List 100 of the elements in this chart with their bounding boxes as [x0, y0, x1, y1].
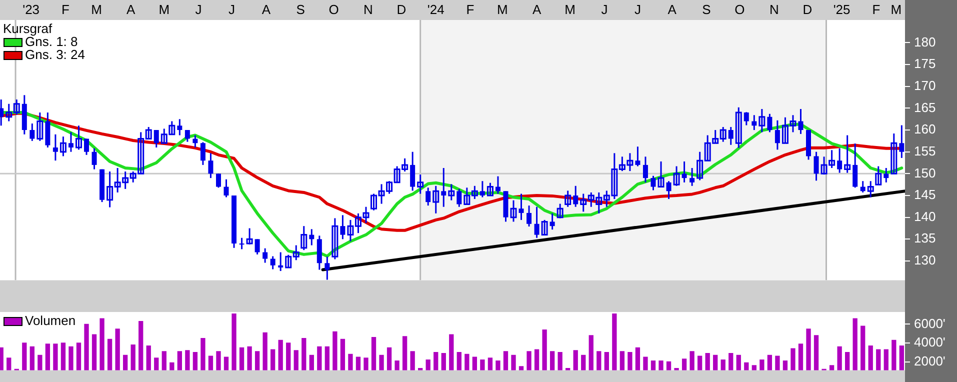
candlestick: [550, 212, 555, 230]
candlestick: [666, 180, 672, 200]
y-tick-label: 145: [914, 187, 936, 202]
candlestick: [332, 217, 338, 260]
candlestick: [728, 126, 734, 146]
x-tick-label: J: [601, 2, 608, 17]
x-tick-label: D: [802, 2, 812, 17]
x-tick-label: N: [364, 2, 373, 17]
y-tick-label: 150: [914, 165, 936, 180]
candlestick: [68, 131, 74, 153]
x-tick-label: M: [91, 2, 102, 17]
candlestick: [324, 256, 330, 280]
candlestick: [432, 185, 440, 214]
x-tick-label: '25: [833, 2, 850, 17]
candlestick: [456, 188, 462, 208]
legend-title: Kursgraf: [3, 21, 53, 36]
candlestick: [224, 178, 229, 198]
candlestick: [262, 248, 268, 264]
x-tick-label: J: [228, 2, 236, 17]
candlestick: [239, 237, 244, 250]
x-tick-label: A: [262, 2, 271, 17]
candlestick: [270, 255, 276, 270]
candlestick: [510, 200, 517, 222]
candlestick: [200, 141, 206, 166]
candlestick: [735, 106, 742, 149]
candlestick: [426, 186, 431, 206]
candlestick: [564, 190, 572, 208]
candlestick: [890, 132, 898, 174]
x-tick-label: M: [496, 2, 508, 17]
legend-label: Volumen: [25, 313, 76, 328]
y-tick-label: 4000': [914, 334, 946, 350]
y-tick-label: 160: [914, 122, 936, 137]
x-tick-label: M: [890, 2, 902, 17]
candlestick: [875, 166, 882, 186]
candlestick: [410, 151, 416, 192]
candlestick: [184, 129, 190, 143]
x-tick-label: '24: [427, 2, 444, 17]
y-tick-label: 140: [914, 208, 936, 224]
candlestick: [837, 148, 842, 174]
candlestick: [92, 148, 97, 170]
x-tick-label: F: [466, 2, 474, 17]
x-tick-label: S: [702, 2, 712, 17]
x-tick-label: S: [296, 2, 306, 17]
candlestick: [526, 204, 532, 228]
candlestick: [752, 114, 757, 131]
candlestick: [744, 111, 749, 126]
candlestick: [658, 160, 664, 188]
candlestick: [30, 122, 35, 142]
candlestick: [154, 129, 159, 148]
candlestick: [254, 238, 260, 256]
candlestick: [860, 180, 866, 194]
candlestick: [246, 228, 253, 246]
candlestick: [814, 151, 819, 182]
x-tick-label: O: [328, 2, 339, 17]
candlestick: [518, 193, 524, 221]
x-tick-label: A: [668, 2, 677, 17]
y-tick-label: 130: [914, 252, 936, 268]
x-tick-label: D: [396, 2, 406, 17]
candlestick: [216, 172, 221, 188]
candlestick: [340, 214, 346, 240]
candlestick: [52, 134, 58, 162]
candlestick: [208, 152, 214, 179]
candlestick: [177, 118, 182, 136]
candlestick: [300, 225, 308, 251]
candlestick: [899, 124, 904, 159]
candlestick: [534, 206, 540, 239]
candlestick: [556, 203, 564, 219]
x-tick-label: A: [126, 2, 136, 17]
candlestick: [192, 134, 198, 148]
y-tick-label: 180: [914, 34, 936, 50]
y-tick-label: 170: [914, 78, 936, 93]
y-tick-label: 165: [914, 100, 936, 115]
candlestick: [635, 146, 640, 168]
candlestick: [852, 142, 858, 188]
candlestick: [573, 185, 578, 208]
candlestick: [480, 180, 485, 198]
x-tick-label: '23: [22, 2, 40, 17]
candlestick: [36, 112, 44, 142]
candlestick: [774, 120, 780, 150]
x-tick-label: N: [769, 2, 779, 17]
x-tick-label: J: [634, 2, 641, 17]
candlestick: [690, 167, 695, 187]
x-tick-label: M: [564, 2, 576, 17]
x-tick-label: M: [158, 2, 170, 17]
candlestick: [767, 113, 772, 133]
y-tick-label: 6000': [914, 316, 946, 331]
x-tick-label: A: [532, 2, 542, 17]
candlestick: [84, 138, 90, 156]
candlestick: [650, 175, 656, 192]
y-tick-label: 2000': [914, 353, 946, 368]
x-tick-label: F: [61, 2, 70, 17]
candlestick: [60, 136, 66, 157]
candlestick: [417, 174, 424, 195]
candlestick: [75, 124, 82, 150]
y-tick-label: 155: [914, 143, 936, 158]
candlestick: [682, 160, 687, 184]
candlestick: [673, 166, 680, 187]
candlestick: [642, 156, 648, 184]
candlestick: [758, 108, 766, 133]
candlestick: [884, 167, 889, 184]
